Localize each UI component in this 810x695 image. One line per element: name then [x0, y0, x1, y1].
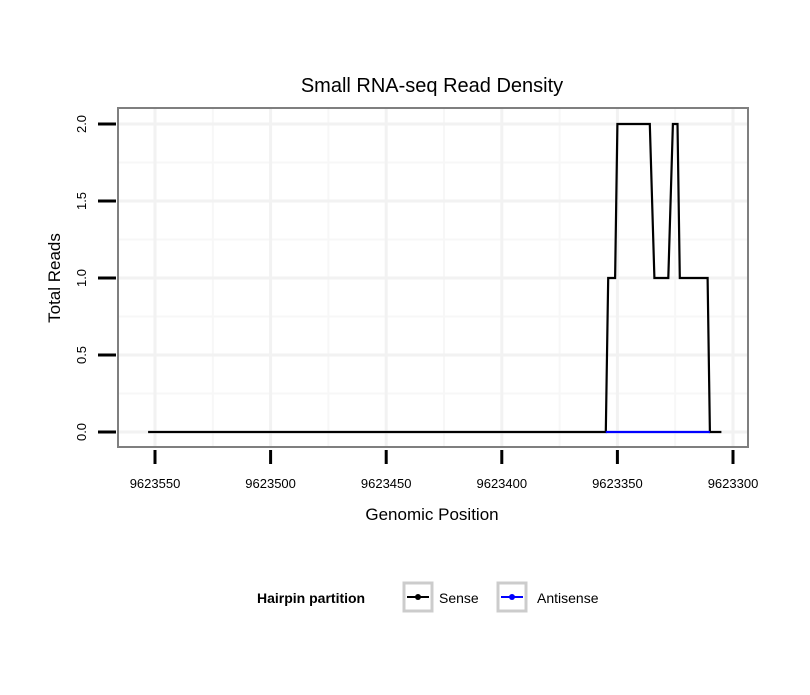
series-layer	[148, 122, 722, 434]
series-line-sense	[148, 122, 722, 434]
x-tick-label: 9623300	[708, 476, 759, 491]
y-tick-label: 2.0	[74, 115, 89, 133]
axes: 9623550 9623500 9623450 9623400 9623350 96233…	[74, 115, 758, 491]
grid	[118, 108, 748, 447]
legend: Hairpin partition Sense Antisense	[257, 581, 599, 613]
x-tick-label: 9623350	[592, 476, 643, 491]
y-tick-label: 1.5	[74, 192, 89, 210]
legend-label-sense: Sense	[439, 590, 479, 606]
legend-point-antisense	[509, 594, 515, 600]
x-axis-label: Genomic Position	[365, 505, 498, 524]
panel-border	[117, 107, 749, 448]
x-tick-label: 9623550	[130, 476, 181, 491]
x-tick-label: 9623450	[361, 476, 412, 491]
y-tick-label: 0.5	[74, 346, 89, 364]
legend-item-sense[interactable]: Sense	[402, 581, 479, 613]
chart-title: Small RNA-seq Read Density	[301, 75, 563, 97]
y-axis-label: Total Reads	[45, 233, 64, 323]
legend-item-antisense[interactable]: Antisense	[496, 581, 599, 613]
legend-title: Hairpin partition	[257, 590, 365, 606]
legend-point-sense	[415, 594, 421, 600]
y-tick-label: 0.0	[74, 423, 89, 441]
x-tick-label: 9623500	[245, 476, 296, 491]
x-tick-label: 9623400	[476, 476, 527, 491]
y-tick-label: 1.0	[74, 269, 89, 287]
legend-label-antisense: Antisense	[537, 590, 599, 606]
